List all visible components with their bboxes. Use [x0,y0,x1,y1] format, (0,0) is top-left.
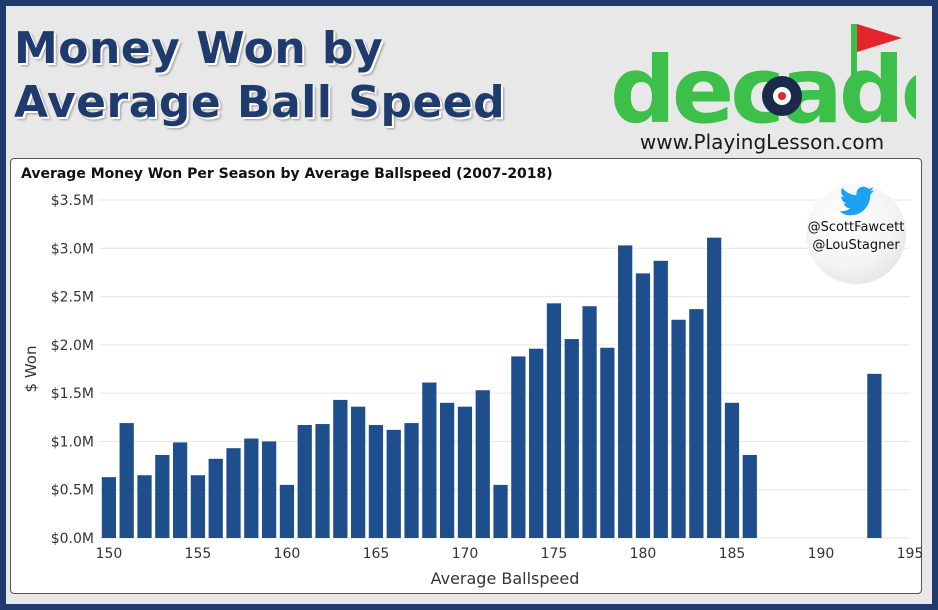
bar [422,382,437,538]
x-tick-label: 170 [452,546,479,562]
bar [155,454,170,538]
bar [262,441,277,538]
bar [724,402,740,538]
bar [511,356,526,538]
bar [600,347,615,538]
flag-icon [857,24,902,52]
y-tick-label: $2.0M [51,338,94,354]
bar [137,475,152,538]
bar [351,406,366,538]
x-tick-label: 150 [96,546,123,562]
bar [190,475,206,538]
y-tick-labels: $0.0M $0.5M $1.0M $1.5M $2.0M $2.5M $3.0M $3.5M [51,193,94,547]
x-tick-label: 155 [185,546,212,562]
bar [635,273,651,538]
bar [475,390,490,538]
bar [244,438,259,538]
x-axis-label: Average Ballspeed [431,569,580,588]
twitter-handle-1: @ScottFawcett [807,220,905,235]
chart-title: Average Money Won Per Season by Average … [21,166,553,182]
bar [493,484,508,538]
y-tick-label: $0.0M [51,531,94,547]
bar [440,402,455,538]
page-title: Money Won by Average Ball Speed [14,22,505,130]
bar [742,454,757,538]
bar [333,399,348,538]
y-tick-label: $1.0M [51,434,94,450]
bar [707,237,722,539]
twitter-handle-2: @LouStagner [812,238,900,253]
bar [208,458,223,538]
bar [546,303,562,538]
x-tick-label: 185 [719,546,746,562]
bar [315,424,330,538]
bar [671,319,686,538]
x-tick-label: 165 [363,546,390,562]
y-tick-label: $3.0M [51,241,94,257]
x-tick-label: 175 [541,546,568,562]
x-tick-label: 190 [808,546,835,562]
bar [101,477,117,538]
bar [226,448,241,538]
bar [867,373,882,538]
y-tick-label: $2.5M [51,290,94,306]
bar [689,309,704,538]
bars [101,237,882,539]
twitter-badge: @ScottFawcett @LouStagner [806,184,906,284]
logo-url: www.PlayingLesson.com [639,130,885,154]
bar [564,339,579,538]
y-tick-label: $3.5M [51,193,94,209]
bar [404,423,419,538]
bar [368,425,384,538]
bar [172,442,188,538]
bar [618,245,633,539]
bar [297,425,312,538]
bar [653,260,668,538]
x-tick-label: 195 [897,546,924,562]
decade-logo: decade [610,24,916,144]
twitter-bird-icon [839,186,874,216]
title-line-1: Money Won by [14,23,384,74]
title-line-2: Average Ball Speed [14,77,506,128]
bar [386,429,401,538]
bar [457,406,473,538]
x-tick-label: 160 [274,546,301,562]
bar [119,423,134,538]
y-axis-label: $ Won [22,346,40,393]
bar [279,484,295,538]
x-tick-labels: 150 155 160 165 170 175 180 185 190 195 [96,546,924,562]
bar [582,306,597,538]
x-tick-label: 180 [630,546,657,562]
y-tick-label: $0.5M [51,483,94,499]
y-tick-label: $1.5M [51,386,94,402]
bar [529,348,544,538]
